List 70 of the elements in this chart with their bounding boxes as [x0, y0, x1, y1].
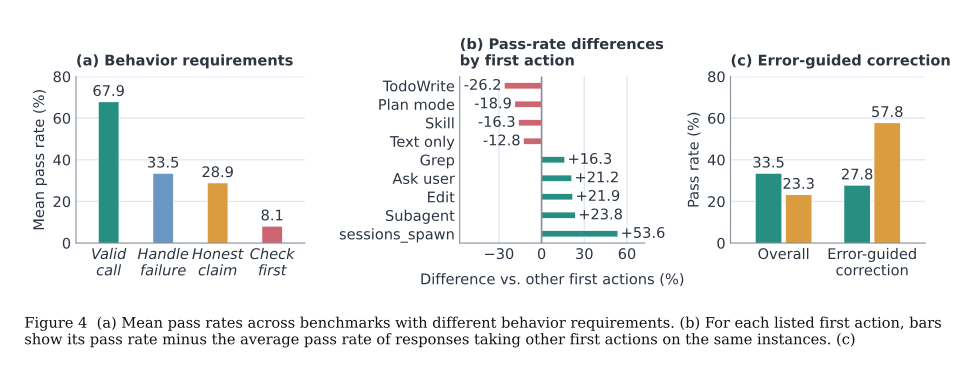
data-label: 23.3: [784, 178, 814, 189]
x-axis-title: Difference vs. other first actions (%): [421, 273, 684, 286]
data-label: +16.3: [569, 152, 612, 164]
bar: [152, 172, 174, 244]
y-tick-label: Skill: [426, 117, 454, 128]
y-tick-label: 40: [53, 154, 70, 166]
bar: [541, 193, 574, 201]
y-tick-label: 60: [54, 112, 70, 124]
bar: [541, 230, 618, 238]
y-tick-label: Grep: [420, 154, 454, 168]
data-label: 57.8: [872, 106, 902, 118]
x-tick-label: 0: [538, 248, 546, 260]
bar: [541, 212, 576, 220]
y-tick-label: 60: [708, 112, 725, 124]
y-tick-label: Plan mode: [379, 98, 454, 110]
y-axis-title: Pass rate (%): [687, 112, 700, 207]
x-tick-label: Overall: [758, 248, 808, 260]
y-tick-label: TodoWrite: [382, 80, 454, 92]
y-tick-label: 20: [708, 196, 725, 208]
data-label: 33.5: [148, 156, 178, 168]
bar: [874, 122, 901, 244]
data-label: 33.5: [753, 156, 784, 168]
y-tick-label: Subagent: [386, 210, 455, 224]
data-label: 28.9: [202, 166, 233, 178]
x-tick-label: Honest claim: [192, 248, 244, 276]
bar: [541, 174, 572, 182]
bar: [522, 138, 542, 146]
chart-title: (a) Behavior requirements: [77, 54, 293, 68]
y-axis-title: Mean pass rate (%): [32, 90, 47, 230]
bar: [541, 156, 566, 164]
x-tick-label: Handle failure: [138, 248, 188, 276]
bar: [261, 226, 283, 244]
y-tick-label: Ask user: [392, 172, 455, 184]
bar: [784, 194, 812, 244]
x-tick-label: 60: [618, 248, 636, 260]
y-tick-label: Edit: [428, 191, 455, 203]
chart-title: (b) Pass-rate differences by first action: [460, 38, 664, 69]
data-label: -16.3: [478, 116, 514, 127]
y-tick-label: 80: [54, 71, 70, 82]
data-label: 67.9: [93, 85, 124, 96]
y-tick-label: 80: [708, 71, 725, 82]
y-tick-label: 0: [717, 238, 725, 249]
y-tick-label: 20: [54, 196, 70, 208]
data-label: +53.6: [622, 226, 664, 238]
bar: [504, 82, 542, 90]
bar: [514, 100, 542, 108]
y-tick-label: sessions_spawn: [340, 228, 454, 243]
x-tick-label: Error-guided correction: [828, 248, 916, 276]
x-tick-label: 30: [576, 248, 593, 260]
data-label: +23.8: [580, 208, 622, 220]
chart-title: (c) Error-guided correction: [732, 54, 950, 69]
x-tick-label: Check first: [250, 248, 296, 276]
data-label: -18.9: [474, 97, 511, 108]
bar: [206, 182, 228, 244]
y-tick-label: Text only: [390, 136, 454, 150]
data-label: 27.8: [842, 168, 872, 180]
caption: Figure 4 (a) Mean pass rates across benchmarks with different behavior requirements. (b) For each listed first action, bars show its pass rate minus the average pass rate of responses taking other first actions on the same instances. (c): [25, 316, 941, 348]
data-label: -26.2: [464, 78, 500, 90]
data-label: 8.1: [262, 210, 282, 221]
data-label: +21.9: [577, 190, 620, 201]
bar: [843, 184, 871, 244]
bar: [98, 101, 120, 244]
x-tick-label: Valid call: [92, 248, 126, 276]
y-tick-label: 0: [62, 238, 70, 249]
data-label: +21.2: [576, 171, 618, 182]
bar: [518, 119, 542, 127]
bar: [754, 172, 782, 244]
y-tick-label: 40: [708, 154, 725, 166]
x-tick-label: −30: [485, 248, 514, 260]
data-label: -12.8: [484, 134, 520, 146]
